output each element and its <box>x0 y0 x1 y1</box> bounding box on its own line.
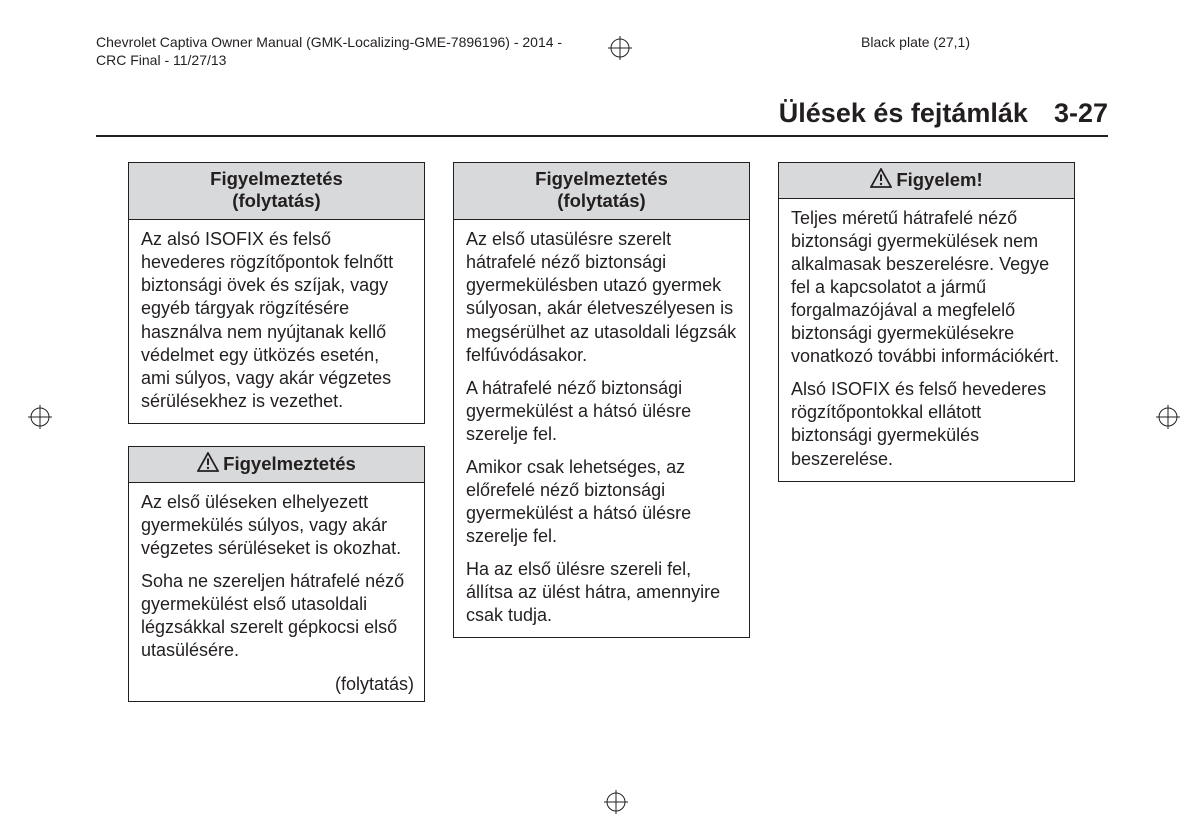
warning-box-2-body: Az első üléseken elhelyezett gyermekülés… <box>129 483 424 672</box>
warning-box-1-header: Figyelmeztetés (folytatás) <box>129 163 424 220</box>
crop-mark-right <box>1156 405 1180 429</box>
crop-mark-bottom <box>604 790 628 814</box>
page-number: 3-27 <box>1054 98 1108 129</box>
warning-box-3: Figyelmeztetés (folytatás) Az első utasü… <box>453 162 750 638</box>
attention-box-body: Teljes méretű hátrafelé néző biztonsági … <box>779 199 1074 480</box>
attention-box-p2: Alsó ISOFIX és felső hevederes rögzítőpo… <box>791 378 1062 470</box>
warning-triangle-icon <box>870 168 892 188</box>
header-manual-info: Chevrolet Captiva Owner Manual (GMK-Loca… <box>96 34 562 69</box>
attention-box-header-text: Figyelem! <box>896 169 982 190</box>
warning-box-1-header-l1: Figyelmeztetés <box>135 168 418 190</box>
warning-box-2-p1: Az első üléseken elhelyezett gyermekülés… <box>141 491 412 560</box>
warning-box-2: Figyelmeztetés Az első üléseken elhelyez… <box>128 446 425 702</box>
warning-box-3-header: Figyelmeztetés (folytatás) <box>454 163 749 220</box>
warning-box-1: Figyelmeztetés (folytatás) Az alsó ISOFI… <box>128 162 425 424</box>
attention-box: Figyelem! Teljes méretű hátrafelé néző b… <box>778 162 1075 482</box>
page-title: Ülések és fejtámlák <box>779 98 1028 129</box>
warning-box-1-body: Az alsó ISOFIX és felső hevederes rögzít… <box>129 220 424 422</box>
header-plate: Black plate (27,1) <box>861 34 970 50</box>
warning-box-3-p3: Amikor csak lehetséges, az előrefelé néz… <box>466 456 737 548</box>
warning-box-3-body: Az első utasülésre szerelt hátrafelé néz… <box>454 220 749 637</box>
warning-box-3-header-l1: Figyelmeztetés <box>460 168 743 190</box>
header-line2: CRC Final - 11/27/13 <box>96 52 562 70</box>
column-3: Figyelem! Teljes méretű hátrafelé néző b… <box>778 162 1075 702</box>
column-1: Figyelmeztetés (folytatás) Az alsó ISOFI… <box>128 162 425 702</box>
warning-box-1-p1: Az alsó ISOFIX és felső hevederes rögzít… <box>141 228 412 412</box>
warning-box-2-header-text: Figyelmeztetés <box>223 453 356 474</box>
header-line1: Chevrolet Captiva Owner Manual (GMK-Loca… <box>96 34 562 52</box>
attention-box-p1: Teljes méretű hátrafelé néző biztonsági … <box>791 207 1062 368</box>
warning-box-3-p2: A hátrafelé néző biztonsági gyermekülést… <box>466 377 737 446</box>
warning-box-3-header-l2: (folytatás) <box>460 190 743 212</box>
warning-box-2-continued: (folytatás) <box>129 672 424 701</box>
warning-box-3-p1: Az első utasülésre szerelt hátrafelé néz… <box>466 228 737 366</box>
warning-triangle-icon <box>197 452 219 472</box>
attention-box-header: Figyelem! <box>779 163 1074 199</box>
warning-box-3-p4: Ha az első ülésre szereli fel, állítsa a… <box>466 558 737 627</box>
crop-mark-top <box>608 36 632 60</box>
warning-box-2-header: Figyelmeztetés <box>129 447 424 483</box>
crop-mark-left <box>28 405 52 429</box>
content-columns: Figyelmeztetés (folytatás) Az alsó ISOFI… <box>128 162 1075 702</box>
warning-box-2-p2: Soha ne szereljen hátrafelé néző gyermek… <box>141 570 412 662</box>
page-title-row: Ülések és fejtámlák 3-27 <box>96 98 1108 137</box>
warning-box-1-header-l2: (folytatás) <box>135 190 418 212</box>
column-2: Figyelmeztetés (folytatás) Az első utasü… <box>453 162 750 702</box>
